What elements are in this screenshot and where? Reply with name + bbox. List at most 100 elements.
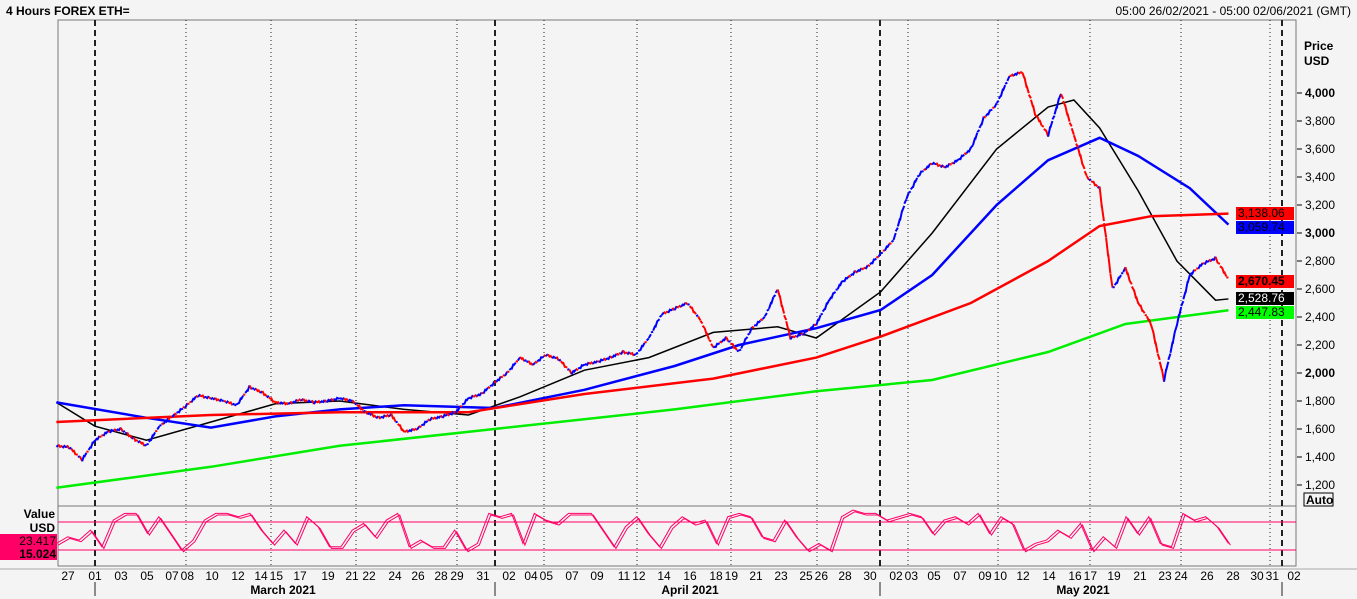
price-tick-label: 1,800 [1305, 394, 1335, 408]
price-candle [171, 413, 176, 418]
price-candle [547, 353, 551, 359]
price-candle [137, 439, 141, 444]
time-tick-label: 24 [1174, 569, 1188, 583]
price-candle [416, 426, 420, 431]
price-candle [1038, 119, 1043, 127]
time-tick-label: 10 [994, 569, 1008, 583]
price-candle [126, 431, 131, 438]
time-tick-label: 07 [165, 569, 179, 583]
price-candle [465, 397, 470, 402]
price-candle [811, 323, 816, 330]
price-candle [993, 102, 998, 109]
price-tick-label: 3,000 [1305, 226, 1335, 240]
time-tick-label: 12 [231, 569, 245, 583]
month-label: March 2021 [250, 583, 316, 597]
price-candle [469, 394, 474, 400]
price-candle [444, 413, 448, 417]
price-candle [693, 310, 697, 315]
price-candle [512, 362, 517, 366]
price-candle [298, 398, 302, 402]
price-candle [714, 342, 719, 349]
moving-average-line [56, 136, 1230, 429]
price-candle [1027, 94, 1032, 99]
price-candle [143, 443, 147, 447]
price-candle [1214, 256, 1219, 264]
price-tick-label: 2,000 [1305, 366, 1335, 380]
price-candle [1025, 85, 1030, 94]
price-candle [119, 427, 124, 433]
price-candle [605, 357, 609, 361]
price-candle [927, 163, 931, 169]
price-candle [1184, 281, 1189, 294]
price-candle [832, 291, 837, 295]
price-candle [386, 413, 390, 418]
price-candle [1165, 361, 1170, 371]
price-candle [778, 295, 783, 308]
price-candle [558, 358, 562, 362]
price-candle [412, 428, 416, 432]
price-candle [667, 308, 672, 314]
price-candle [660, 311, 665, 316]
price-candle [283, 401, 287, 406]
price-candle [152, 431, 156, 437]
time-tick-label: 23 [774, 569, 788, 583]
price-candle [1135, 296, 1140, 304]
price-candle [197, 393, 201, 398]
plot-area [57, 19, 1297, 507]
price-candle [830, 292, 835, 300]
price-candle [1002, 84, 1007, 91]
price-axis-label: USD [1304, 54, 1330, 68]
price-candle [173, 412, 178, 416]
price-candle [748, 326, 753, 334]
price-tick-label: 3,800 [1305, 114, 1335, 128]
price-candle [96, 435, 101, 441]
price-candle [892, 232, 897, 241]
price-candle [521, 356, 526, 362]
price-tag: 2,528.76 [1236, 292, 1294, 305]
price-candle [371, 413, 375, 418]
price-tick-label: 1,200 [1305, 478, 1335, 492]
price-candle [1197, 263, 1202, 270]
time-tick-label: 27 [61, 569, 75, 583]
price-candle [109, 428, 114, 434]
time-tick-label: 10 [205, 569, 219, 583]
price-candle [564, 365, 568, 369]
price-candle [541, 356, 544, 359]
price-candle [1075, 143, 1080, 148]
price-candle [1066, 113, 1071, 122]
price-candle [622, 349, 627, 355]
price-candle [938, 164, 942, 167]
price-candle [843, 276, 848, 283]
chart-header: 4 Hours FOREX ETH= 05:00 26/02/2021 - 05… [0, 0, 1357, 20]
price-candle [1141, 309, 1146, 314]
price-candle [1088, 178, 1092, 182]
price-candle [476, 393, 480, 397]
price-candle [940, 164, 944, 169]
price-candle [364, 410, 369, 416]
time-tick-label: 28 [838, 569, 852, 583]
time-tick-label: 19 [321, 569, 335, 583]
price-candle [805, 329, 809, 333]
price-candle [1021, 72, 1026, 79]
price-candle [641, 342, 646, 348]
price-tick-label: 4,000 [1305, 86, 1335, 100]
price-candle [710, 343, 715, 348]
price-candle [609, 355, 614, 359]
price-candle [847, 274, 852, 278]
auto-scale-button[interactable] [1303, 492, 1334, 507]
price-candle [296, 399, 300, 402]
price-candle [914, 177, 919, 183]
price-candle [738, 348, 742, 352]
price-candle [319, 399, 324, 404]
price-candle [1210, 257, 1215, 262]
time-tick-label: 09 [590, 569, 604, 583]
price-candle [695, 314, 699, 317]
price-candle [478, 392, 483, 397]
price-candle [347, 398, 352, 403]
chart-title: 4 Hours FOREX ETH= [6, 4, 130, 18]
time-tick-label: 19 [725, 569, 739, 583]
price-candle [551, 355, 556, 360]
price-candle [272, 400, 276, 403]
price-candle [924, 165, 929, 171]
